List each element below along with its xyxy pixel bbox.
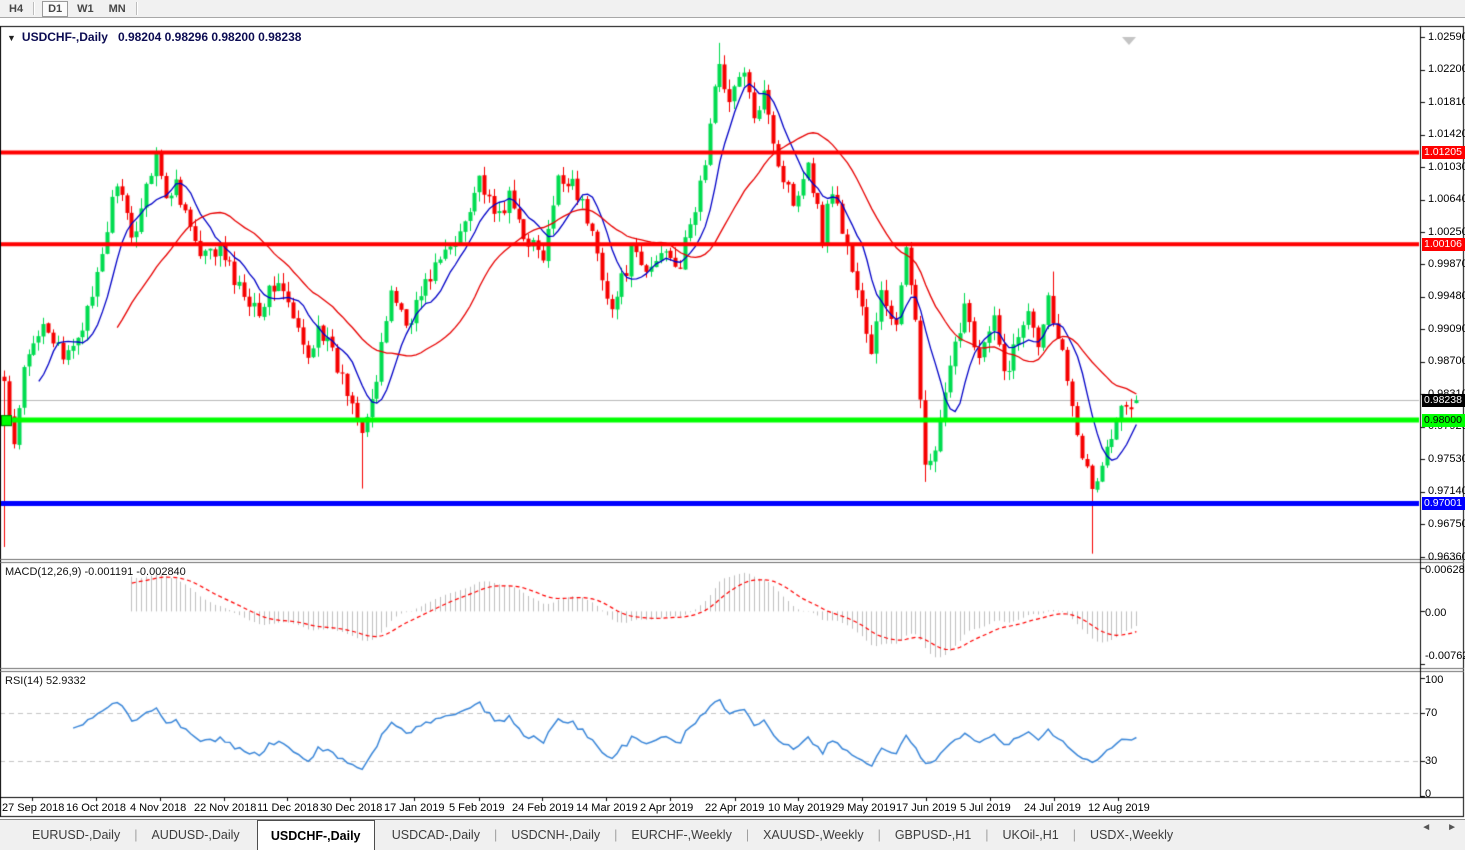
- toolbar-separator: [33, 2, 36, 15]
- tab-eurusd-daily[interactable]: EURUSD-,Daily: [32, 828, 121, 842]
- tab-scroll-arrows: ◄ ►: [1421, 822, 1457, 833]
- tab-gbpusd-h1[interactable]: GBPUSD-,H1: [894, 828, 972, 842]
- tab-separator: |: [745, 828, 750, 842]
- tab-usdcnh-daily[interactable]: USDCNH-,Daily: [511, 828, 601, 842]
- tab-separator: |: [614, 828, 618, 842]
- tab-separator: |: [134, 828, 138, 842]
- symbol-tab-bar: EURUSD-,Daily | AUDUSD-,Daily | USDCHF-,Dail…: [0, 819, 1465, 850]
- tab-usdx-weekly[interactable]: USDX-,Weekly: [1090, 828, 1174, 842]
- timeframe-toolbar: H4 D1 W1 MN: [0, 0, 1465, 18]
- toolbar-separator: [135, 2, 138, 15]
- tab-scroll-right-icon[interactable]: ►: [1447, 822, 1457, 833]
- tab-scroll-left-icon[interactable]: ◄: [1421, 822, 1432, 833]
- tab-separator: |: [877, 828, 881, 842]
- tab-separator: |: [493, 828, 498, 842]
- tab-eurchf-weekly[interactable]: EURCHF-,Weekly: [631, 828, 732, 842]
- tab-separator: |: [1072, 828, 1076, 842]
- tab-usdcad-daily[interactable]: USDCAD-,Daily: [391, 828, 480, 842]
- tab-audusd-daily[interactable]: AUDUSD-,Daily: [151, 828, 240, 842]
- tab-ukoil-h1[interactable]: UKOil-,H1: [1002, 828, 1059, 842]
- timeframe-button-d1[interactable]: D1: [42, 0, 69, 17]
- tab-xauusd-weekly[interactable]: XAUUSD-,Weekly: [763, 828, 864, 842]
- timeframe-button-h4[interactable]: H4: [9, 2, 24, 15]
- tab-separator: |: [985, 828, 989, 842]
- timeframe-button-w1[interactable]: W1: [77, 2, 94, 15]
- tab-usdchf-daily[interactable]: USDCHF-,Daily: [256, 820, 375, 850]
- timeframe-button-mn[interactable]: MN: [108, 2, 126, 15]
